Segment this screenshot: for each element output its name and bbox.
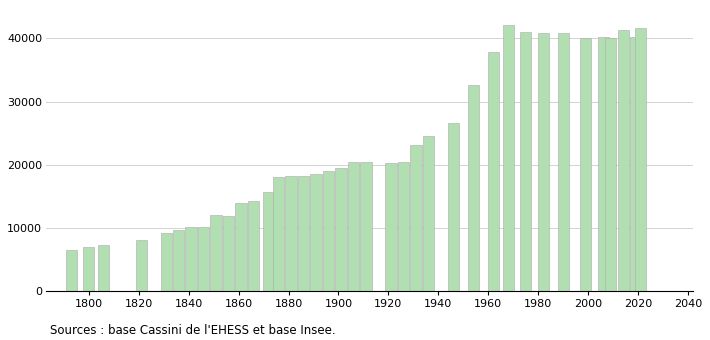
Bar: [136, 240, 147, 291]
Bar: [398, 162, 409, 291]
Bar: [386, 163, 397, 291]
Bar: [448, 123, 459, 291]
Bar: [198, 227, 209, 291]
Bar: [298, 176, 309, 291]
Bar: [248, 201, 259, 291]
Bar: [488, 52, 499, 291]
Bar: [173, 230, 184, 291]
Bar: [605, 38, 616, 291]
Bar: [557, 33, 569, 291]
Bar: [410, 144, 422, 291]
Bar: [537, 33, 549, 291]
Bar: [223, 216, 234, 291]
Bar: [335, 168, 346, 291]
Bar: [310, 174, 322, 291]
Bar: [503, 24, 514, 291]
Bar: [185, 227, 197, 291]
Bar: [598, 37, 609, 291]
Bar: [65, 250, 77, 291]
Bar: [468, 85, 479, 291]
Bar: [210, 215, 222, 291]
Bar: [630, 37, 641, 291]
Bar: [83, 247, 94, 291]
Bar: [323, 171, 334, 291]
Bar: [422, 136, 434, 291]
Bar: [635, 28, 646, 291]
Bar: [98, 245, 109, 291]
Bar: [520, 32, 532, 291]
Bar: [160, 233, 172, 291]
Bar: [348, 162, 359, 291]
Bar: [236, 203, 246, 291]
Bar: [361, 162, 371, 291]
Text: Sources : base Cassini de l'EHESS et base Insee.: Sources : base Cassini de l'EHESS et bas…: [50, 324, 335, 337]
Bar: [618, 30, 629, 291]
Bar: [285, 176, 297, 291]
Bar: [263, 192, 274, 291]
Bar: [273, 177, 284, 291]
Bar: [580, 38, 591, 291]
